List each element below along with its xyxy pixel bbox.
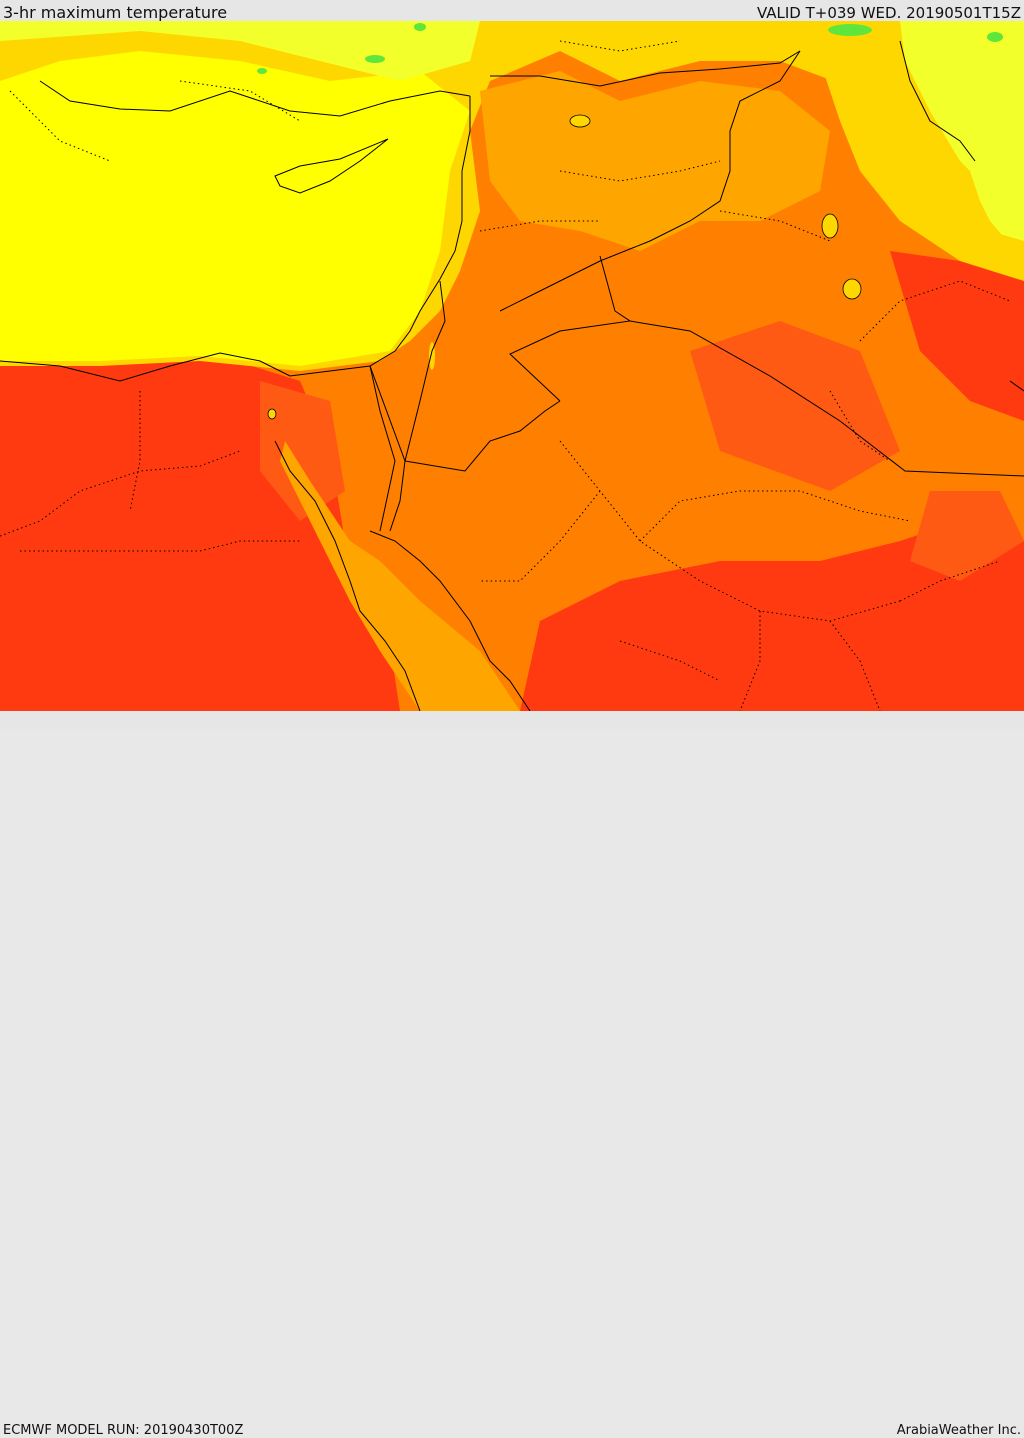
zone-yellow-west [0,51,470,366]
coastline-cyprus [274,138,389,194]
lake-habbaniyah [842,278,862,300]
zone-dead-sea [429,342,435,370]
zone-green-3 [414,23,426,31]
temperature-map [0,21,1024,711]
footer-bar: ECMWF MODEL RUN: 20190430T00Z ArabiaWeat… [0,711,1024,1437]
coastline-gulf-aqaba [389,460,406,532]
border-syria-iraq [499,50,801,312]
border-egypt-israel [369,365,406,462]
model-run-label: ECMWF MODEL RUN: 20190430T00Z [3,1423,244,1438]
border-jordan-saudi [404,400,561,472]
header-bar: 3-hr maximum temperature VALID T+039 WED… [0,0,1024,21]
coastline-caspian [899,40,976,162]
zone-orange-red-1 [260,381,345,521]
lake-assad [569,114,591,128]
coastline-mediterranean [0,96,471,382]
valid-time: VALID T+039 WED. 20190501T15Z [756,4,1021,22]
zone-orange-red-2 [690,321,900,491]
coastline-red-sea-east [369,530,531,711]
zone-green-1 [828,24,872,36]
border-jordan-iraq [509,255,632,402]
border-syria-turkey [490,50,801,87]
zone-gold-ne [820,51,1024,281]
credit-label: ArabiaWeather Inc. [896,1423,1021,1438]
zone-green-5 [257,68,267,74]
zone-green-4 [365,55,385,63]
border-iraq-saudi [629,320,1024,477]
map-title: 3-hr maximum temperature [3,3,228,22]
zone-green-2 [987,32,1003,42]
lake-nasser [267,408,277,420]
coastline-turkey [39,80,471,117]
border-israel-jordan [404,280,446,462]
zone-light-orange-north [480,71,830,251]
coastline-red-sea-west [274,440,421,711]
lake-tharthar [821,213,839,239]
internal-boundaries [0,40,1011,711]
coastline-persian-gulf [1009,380,1024,392]
zone-light-yellow-north [0,21,480,81]
zone-red-sea [280,441,520,711]
coastline-gulf-suez [369,365,396,532]
zone-red-arabia [520,521,1024,711]
zone-light-yellow-ne [900,21,1024,241]
zone-orange-red-3 [910,491,1024,581]
